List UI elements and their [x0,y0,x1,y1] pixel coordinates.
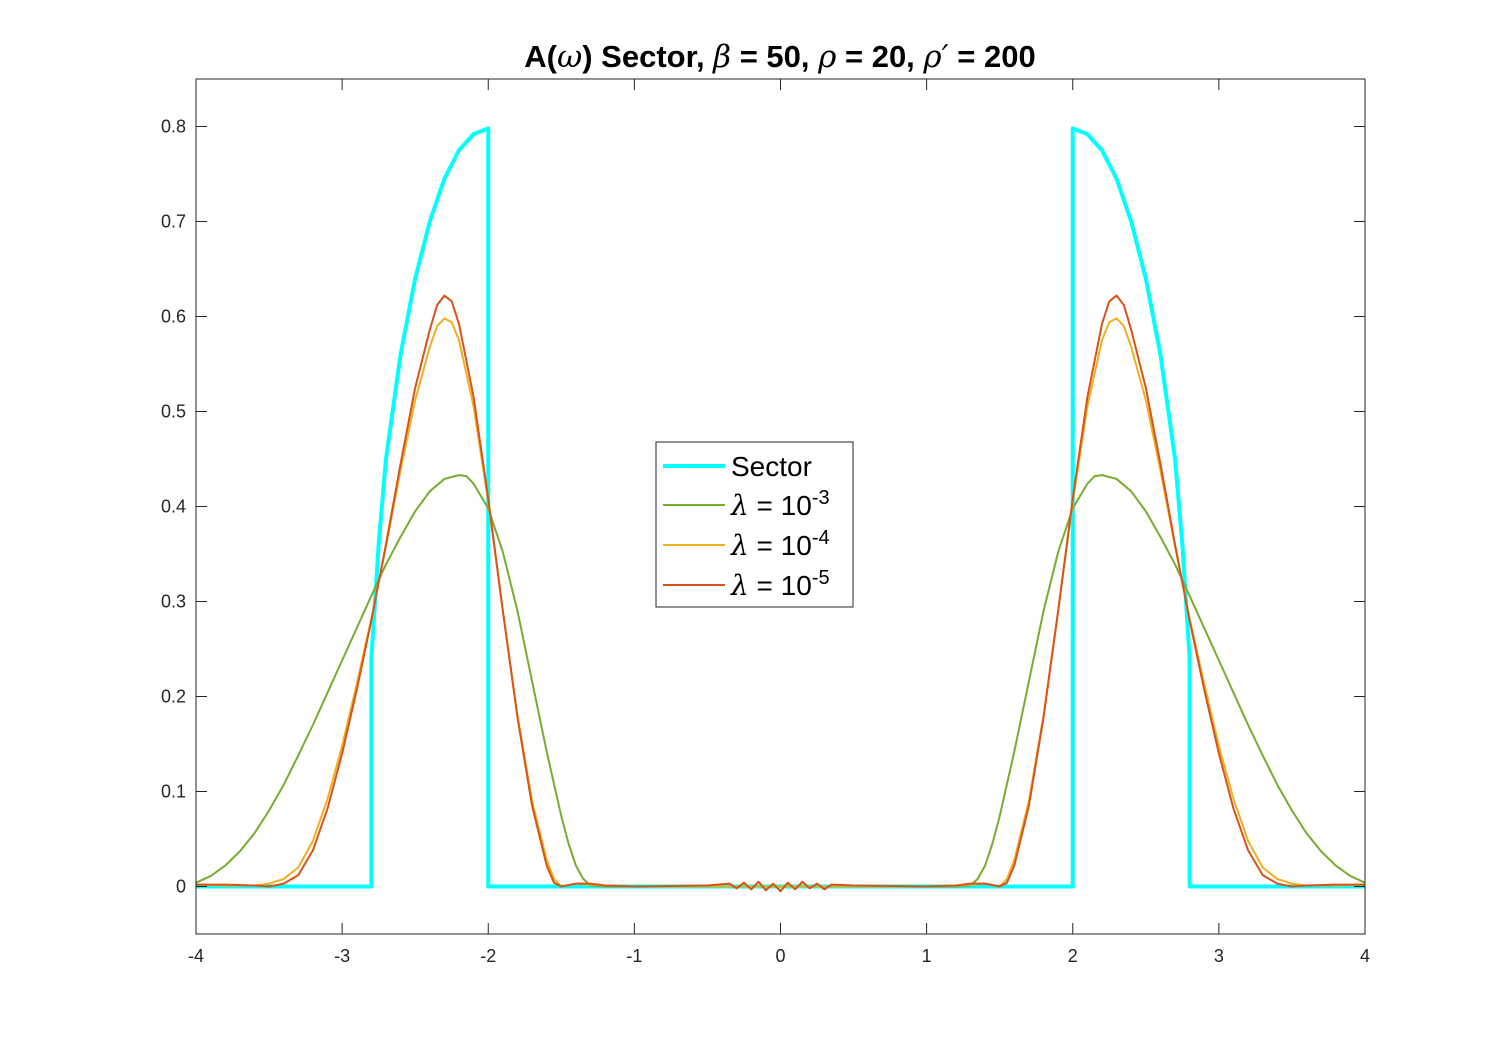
y-tick-label: 0.3 [161,592,186,612]
title-mid1: ) Sector, [582,39,713,74]
legend-exponent: -4 [812,527,830,549]
y-tick-label: 0.8 [161,117,186,137]
legend-label-4: λ = 10-5 [730,567,830,602]
y-tick-label: 0 [176,877,186,897]
x-tick-label: 4 [1360,946,1370,966]
legend-label-2: λ = 10-3 [730,487,830,522]
legend-label-1: Sector [731,451,812,482]
x-tick-label: -1 [626,946,642,966]
x-tick-label: 1 [922,946,932,966]
chart-title: A(ω) Sector, β = 50, ρ = 20, ρ′ = 200 [524,39,1036,75]
legend-base: = 10 [749,490,812,521]
title-omega: ω [557,39,582,75]
title-rho-prime: ρ′ [922,39,948,75]
legend-exponent: -3 [812,487,830,509]
legend-base: Sector [731,451,812,482]
legend-base: = 10 [749,570,812,601]
title-mid2: = 50, [731,39,818,74]
legend-symbol: λ [730,529,749,562]
x-tick-label: -3 [334,946,350,966]
y-tick-label: 0.6 [161,307,186,327]
y-axis-ticks: 0 0.1 0.2 0.3 0.4 0.5 0.6 0.7 0.8 [161,117,1365,897]
y-tick-label: 0.4 [161,497,186,517]
legend-base: = 10 [749,530,812,561]
series-line-4 [196,294,1365,893]
x-tick-label: 2 [1068,946,1078,966]
title-mid3: = 20, [836,39,923,74]
x-tick-label: 3 [1214,946,1224,966]
title-suffix: = 200 [949,39,1036,74]
x-tick-label: 0 [775,946,785,966]
x-axis-ticks: -4 -3 -2 -1 0 1 2 3 4 [188,79,1370,966]
legend-label-3: λ = 10-4 [730,527,830,562]
series-group [195,126,1366,893]
legend-box [655,441,854,608]
legend-symbol: λ [730,489,749,522]
y-tick-label: 0.2 [161,687,186,707]
legend-symbol: λ [730,569,749,602]
x-tick-label: -4 [188,946,204,966]
title-beta: β [712,39,731,75]
title-rho: ρ [817,39,836,75]
legend-exponent: -5 [812,567,830,589]
y-tick-label: 0.7 [161,212,186,232]
title-prefix: A( [524,39,557,74]
y-tick-label: 0.5 [161,402,186,422]
x-tick-label: -2 [480,946,496,966]
y-tick-label: 0.1 [161,782,186,802]
